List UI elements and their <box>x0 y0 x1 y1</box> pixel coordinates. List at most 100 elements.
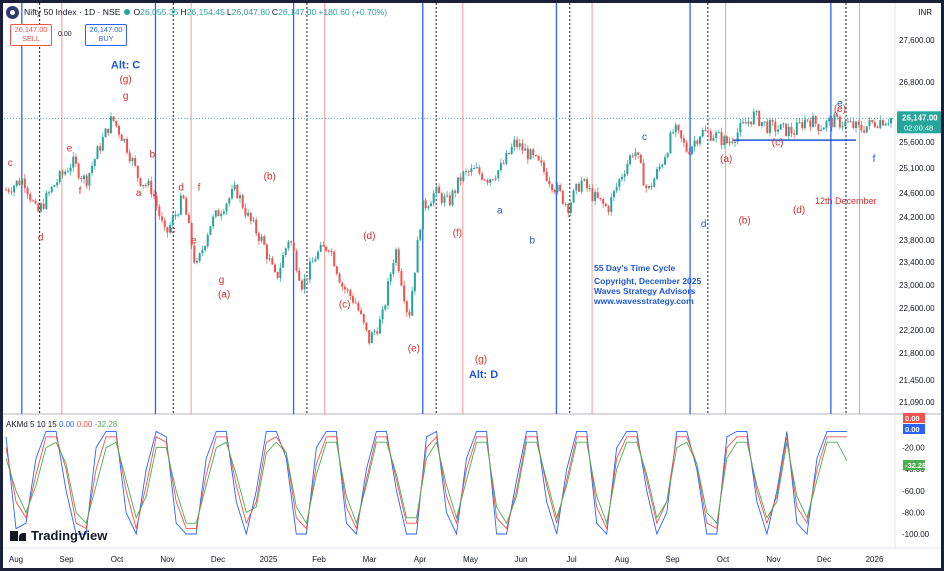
brand-name: TradingView <box>31 528 108 543</box>
high-label: H <box>180 7 187 17</box>
candle-body <box>677 124 680 131</box>
time-tick-label: Aug <box>615 555 629 564</box>
candle-body <box>381 309 384 320</box>
candle-body <box>233 184 236 190</box>
candle-body <box>26 188 29 195</box>
candle-body <box>790 126 793 134</box>
candle-body <box>634 152 637 157</box>
candle-body <box>828 118 831 122</box>
candle-body <box>136 165 139 179</box>
candle-body <box>56 182 59 186</box>
price-tick-label: 21,450.00 <box>899 376 935 385</box>
candle-body <box>766 121 769 133</box>
open-label: O <box>133 7 141 17</box>
candle-body <box>230 189 233 199</box>
candle-body <box>222 211 225 214</box>
candle-body <box>768 120 771 133</box>
close-label: C <box>271 7 279 17</box>
candle-body <box>782 123 785 125</box>
candle-body <box>72 156 75 168</box>
buy-button[interactable]: 26,147.00 BUY <box>85 24 127 46</box>
candle-body <box>34 200 37 204</box>
candle-body <box>833 114 836 128</box>
candle-body <box>475 167 478 169</box>
candle-body <box>803 119 806 129</box>
candle-body <box>255 219 258 234</box>
candle-body <box>537 155 540 161</box>
price-tick-label: 21,800.00 <box>899 349 935 358</box>
candle-body <box>182 195 185 199</box>
candle-body <box>750 121 753 125</box>
low-label: L <box>226 7 232 17</box>
indicator-tag <box>903 460 925 470</box>
candle-body <box>467 171 470 173</box>
candle-body <box>276 271 279 278</box>
candle-body <box>561 190 564 204</box>
candle-body <box>139 178 142 186</box>
candle-body <box>690 146 693 155</box>
candle-body <box>131 158 134 162</box>
nifty-logo-icon <box>6 5 19 19</box>
wave-label: (a) <box>720 154 732 165</box>
indicator-name: AKMd 5 10 15 <box>6 420 57 429</box>
oscillator-line-10 <box>5 435 847 531</box>
candle-body <box>645 185 648 189</box>
wave-label: e <box>67 144 73 155</box>
candle-body <box>491 179 494 181</box>
candle-body <box>39 203 42 212</box>
candle-body <box>69 167 72 172</box>
candle-body <box>7 189 10 192</box>
candle-body <box>268 258 271 260</box>
candle-body <box>271 258 274 265</box>
candle-body <box>376 331 379 334</box>
candle-body <box>85 175 88 186</box>
candle-body <box>21 178 24 185</box>
indicator-legend[interactable]: AKMd 5 10 15 0.00 0.00 -32.28 <box>6 420 117 429</box>
candle-body <box>220 213 223 217</box>
wave-label: c <box>642 132 647 143</box>
candle-body <box>282 254 285 268</box>
candle-body <box>126 138 129 153</box>
candle-body <box>161 216 164 221</box>
candle-body <box>440 193 443 203</box>
candle-body <box>795 122 798 135</box>
change-value: +180.60 (+0.70%) <box>318 7 388 17</box>
candle-body <box>822 127 825 130</box>
candle-body <box>661 164 664 167</box>
candle-body <box>115 120 118 126</box>
sell-button[interactable]: 26,147.00 SELL <box>10 24 52 46</box>
wave-label: Alt: D <box>469 369 498 381</box>
tradingview-logo[interactable]: TradingView <box>10 528 107 543</box>
candle-body <box>15 180 18 186</box>
symbol-title[interactable]: Nifty 50 Index · 1D · NSE <box>24 7 121 17</box>
candle-body <box>733 141 736 143</box>
candle-body <box>96 146 99 160</box>
candle-body <box>863 130 866 133</box>
candle-body <box>384 305 387 310</box>
candle-body <box>591 188 594 201</box>
candle-body <box>454 190 457 193</box>
candle-body <box>742 122 745 124</box>
candle-body <box>731 141 734 143</box>
candle-body <box>225 203 228 212</box>
candle-body <box>510 146 513 154</box>
candle-body <box>618 179 621 187</box>
candle-body <box>728 141 731 144</box>
low-value: 26,047.80 <box>231 7 270 17</box>
time-tick-label: Apr <box>414 555 427 564</box>
wave-label: a <box>136 188 142 199</box>
wave-label: e <box>837 99 843 110</box>
candle-body <box>586 179 589 189</box>
candle-body <box>699 136 702 144</box>
candle-body <box>489 179 492 183</box>
candle-body <box>109 116 112 134</box>
countdown-value: 02:00:48 <box>904 123 933 132</box>
candle-body <box>588 188 591 190</box>
candle-body <box>448 195 451 206</box>
last-price-value: 26,147.00 <box>902 113 938 122</box>
candle-body <box>386 281 389 306</box>
candle-body <box>314 259 317 262</box>
candle-body <box>171 216 174 226</box>
candle-body <box>373 331 376 333</box>
currency-label: INR <box>918 8 932 17</box>
